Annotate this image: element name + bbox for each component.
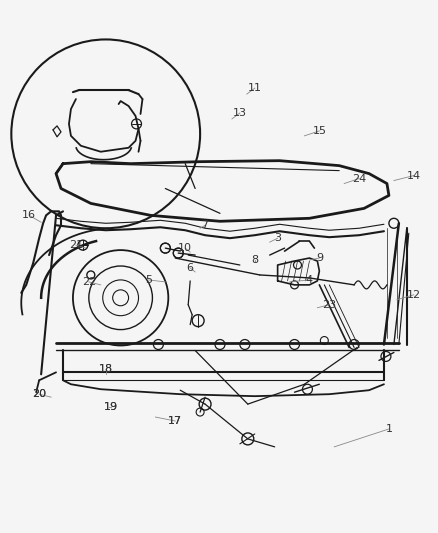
Text: 16: 16	[22, 211, 36, 220]
Text: 19: 19	[104, 402, 118, 412]
Text: 9: 9	[316, 253, 323, 263]
Text: 20: 20	[32, 389, 46, 399]
Text: 24: 24	[352, 174, 366, 183]
Text: 10: 10	[178, 243, 192, 253]
Text: 8: 8	[251, 255, 258, 265]
Text: 7: 7	[201, 220, 208, 230]
Text: 3: 3	[274, 233, 281, 243]
Text: 23: 23	[322, 300, 336, 310]
Text: 22: 22	[82, 277, 96, 287]
Text: 17: 17	[168, 416, 182, 426]
Text: 11: 11	[248, 83, 262, 93]
Text: 4: 4	[306, 275, 313, 285]
Text: 21: 21	[69, 240, 83, 250]
Text: 13: 13	[233, 108, 247, 118]
Text: 6: 6	[187, 263, 194, 273]
Text: 5: 5	[145, 275, 152, 285]
Text: 19: 19	[104, 402, 118, 412]
Text: 12: 12	[407, 290, 421, 300]
Text: 17: 17	[168, 416, 182, 426]
Text: 20: 20	[32, 389, 46, 399]
Text: 15: 15	[312, 126, 326, 136]
Text: 14: 14	[407, 171, 421, 181]
Text: 18: 18	[99, 365, 113, 374]
Text: 18: 18	[99, 365, 113, 374]
Text: 1: 1	[385, 424, 392, 434]
